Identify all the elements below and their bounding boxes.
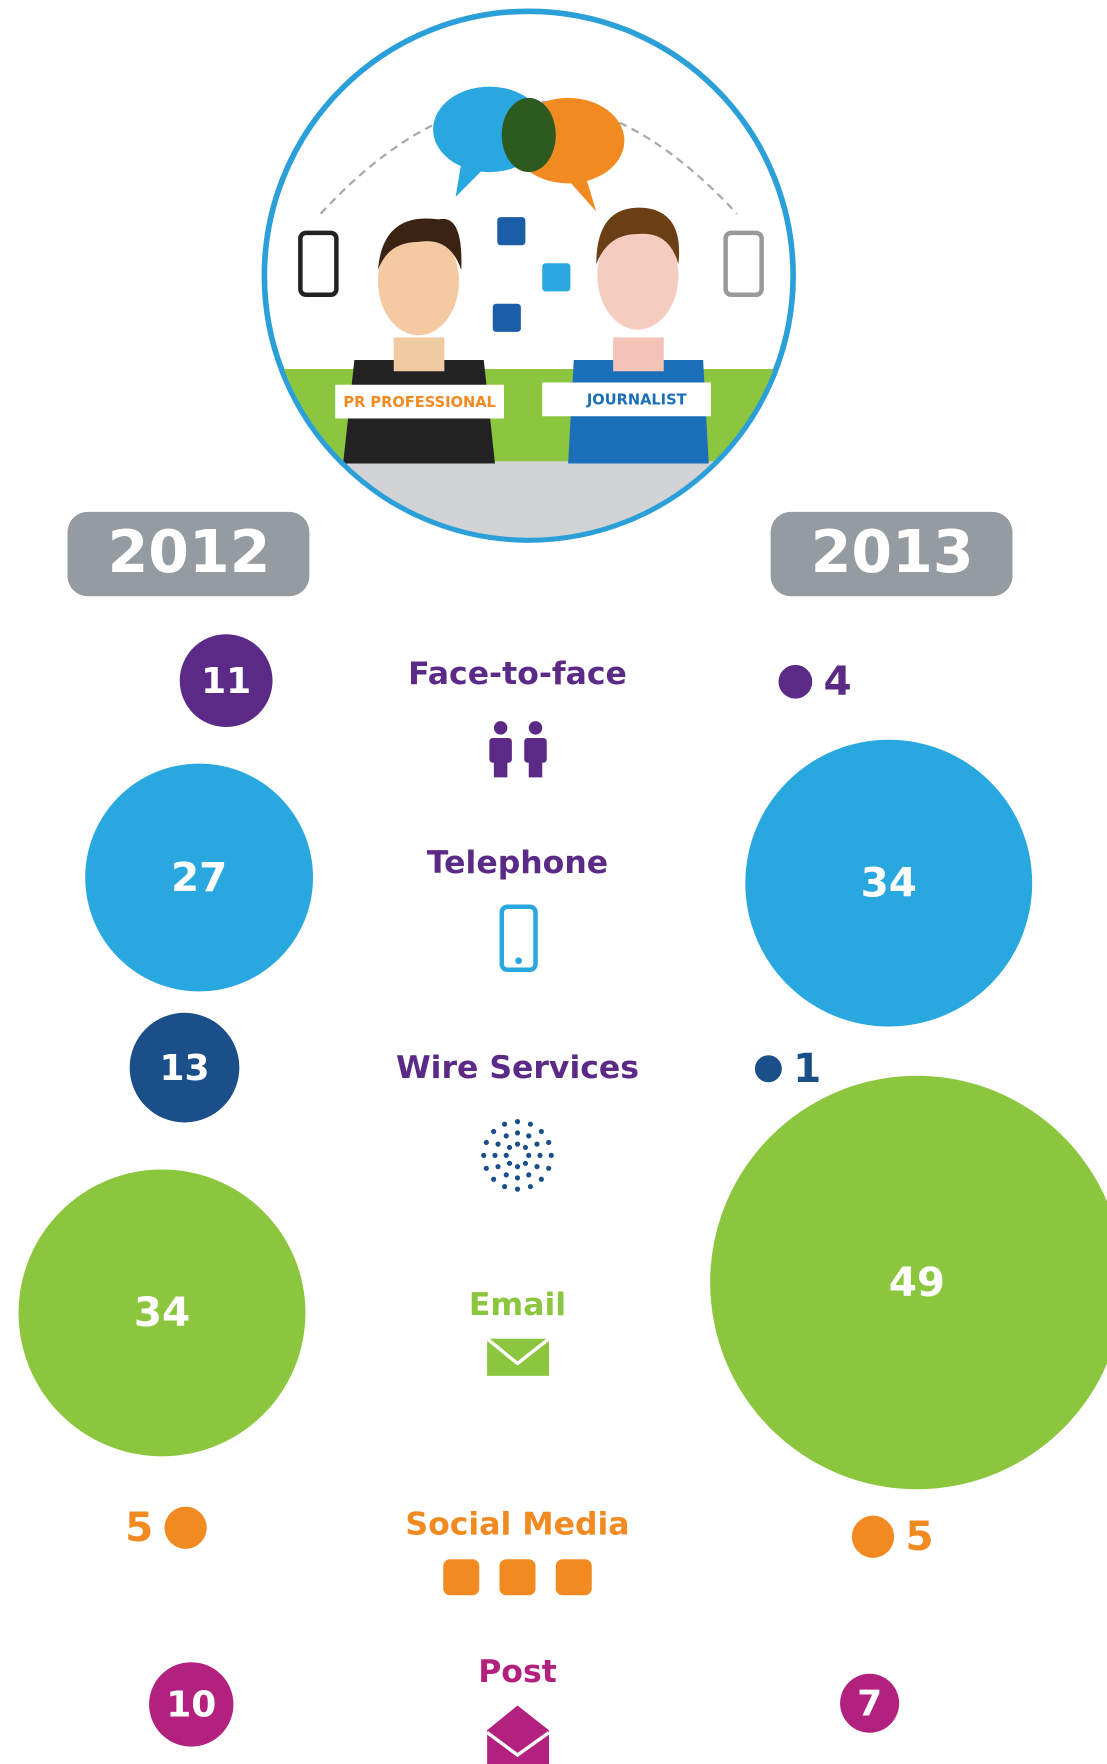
icon-dot <box>526 1172 532 1178</box>
year-label: 2013 <box>811 518 974 586</box>
bubble <box>149 1662 234 1747</box>
bubble <box>85 763 314 992</box>
icon-dot <box>491 1176 497 1182</box>
icon-dot <box>503 1172 509 1178</box>
icon-dot <box>514 1164 521 1170</box>
icon-dot <box>514 1186 521 1192</box>
icon-dot <box>503 1133 509 1139</box>
icon-dot <box>495 1141 501 1147</box>
icon-dot <box>503 1152 509 1158</box>
icon-dot <box>514 1119 521 1125</box>
icon-dot <box>548 1152 554 1158</box>
icon-dot <box>546 1139 552 1146</box>
icon-dot <box>537 1152 543 1158</box>
bubble <box>778 664 813 699</box>
icon-dot <box>534 1164 540 1170</box>
icon-dot <box>491 1128 497 1135</box>
category-label: Social Media <box>405 1507 629 1543</box>
icon-dot <box>492 1152 498 1158</box>
icon-dot <box>506 1144 513 1151</box>
icon-dot <box>501 1183 508 1190</box>
sign-label: PR PROFESSIONAL <box>343 394 495 411</box>
icon-dot <box>527 1121 534 1127</box>
icon-dot <box>514 1130 521 1136</box>
bubble <box>129 1012 240 1123</box>
sign-label: JOURNALIST <box>586 392 687 409</box>
bubble <box>745 739 1033 1027</box>
icon-dot <box>483 1139 489 1146</box>
icon-dot <box>522 1144 529 1151</box>
value-label: 34 <box>861 858 917 906</box>
category-label: Email <box>469 1287 566 1323</box>
value-label: 34 <box>134 1288 190 1336</box>
value-label: 10 <box>166 1685 216 1726</box>
icon-dot <box>481 1152 487 1158</box>
value-label: 11 <box>201 661 251 702</box>
year-badges <box>67 511 1013 597</box>
category-label: Wire Services <box>396 1050 639 1086</box>
bubble <box>851 1515 895 1558</box>
value-label: 27 <box>171 853 227 901</box>
value-label: 5 <box>905 1512 933 1560</box>
icon-dot <box>538 1128 544 1135</box>
value-label: 49 <box>889 1258 945 1306</box>
bubble <box>179 634 273 728</box>
icon-dot <box>546 1165 552 1171</box>
value-label: 1 <box>793 1044 821 1092</box>
illustration: PR PROFESSIONAL JOURNALIST <box>261 8 796 543</box>
icon-dot <box>506 1160 513 1166</box>
category-label: Face-to-face <box>408 656 627 692</box>
value-label: 4 <box>824 657 852 705</box>
bubble <box>164 1506 207 1549</box>
icon-dot <box>526 1152 532 1158</box>
icon-dot <box>514 1175 521 1181</box>
icon-dot <box>495 1164 501 1170</box>
bubble <box>18 1169 306 1457</box>
icon-dot <box>538 1176 544 1182</box>
category-label: Post <box>478 1654 557 1690</box>
content: PR PROFESSIONAL JOURNALIST Face-to-face T… <box>18 8 1107 1764</box>
bubble <box>840 1673 900 1733</box>
icon-dot <box>483 1165 489 1171</box>
icon-dot <box>522 1160 529 1166</box>
category-label: Telephone <box>427 845 608 881</box>
bubble <box>710 1075 1107 1490</box>
icon-dot <box>534 1141 540 1147</box>
value-label: 5 <box>125 1503 153 1551</box>
value-label: 13 <box>159 1048 209 1089</box>
value-label: 7 <box>857 1684 882 1725</box>
icon-dot <box>527 1183 534 1190</box>
bubble <box>754 1055 782 1083</box>
icon-dot <box>501 1121 508 1127</box>
icon-dot <box>526 1133 532 1139</box>
icons <box>443 721 592 1764</box>
year-label: 2012 <box>108 518 271 586</box>
icon-dot <box>514 1141 521 1147</box>
